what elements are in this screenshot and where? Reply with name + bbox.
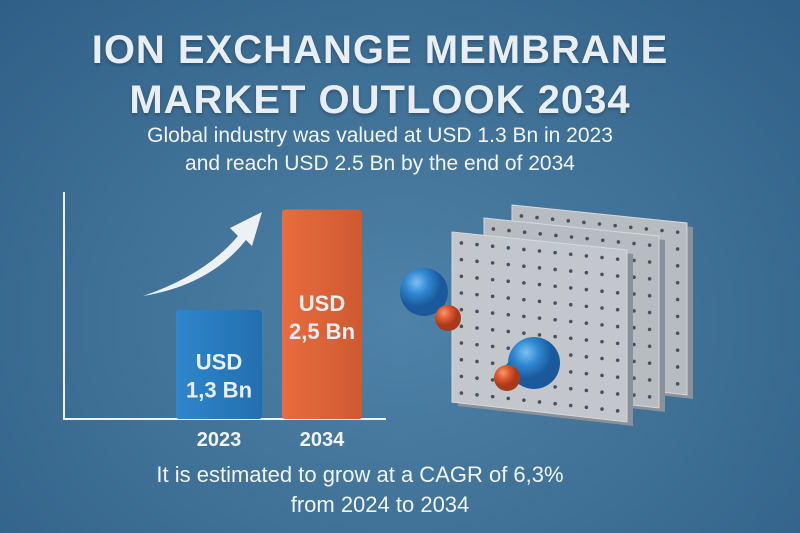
bar-label-2034: USD [299,291,345,316]
subtitle-line-1: Global industry was valued at USD 1.3 Bn… [147,124,613,147]
subtitle-line-2: and reach USD 2.5 Bn by the end of 2034 [185,152,575,175]
ion-sphere [508,337,560,389]
x-tick-label: 2034 [300,429,345,451]
ion-sphere [435,305,461,331]
title-line-1: ION EXCHANGE MEMBRANE [91,28,669,72]
bar-2034 [282,209,362,419]
footer-line-1: It is estimated to grow at a CAGR of 6,3… [156,462,564,487]
bar-label-2023: 1,3 Bn [186,378,252,403]
membrane-panels-with-ions-icon [400,204,693,426]
bar-label-2034: 2,5 Bn [289,319,355,344]
x-tick-label: 2023 [197,429,242,451]
ion-sphere [494,365,520,391]
trend-arrow-icon [143,212,262,296]
footer-line-2: from 2024 to 2034 [290,492,470,517]
bar-label-2023: USD [196,350,242,375]
ion-sphere [400,268,448,316]
title-line-2: MARKET OUTLOOK 2034 [129,78,631,122]
bar-2023 [176,310,262,419]
